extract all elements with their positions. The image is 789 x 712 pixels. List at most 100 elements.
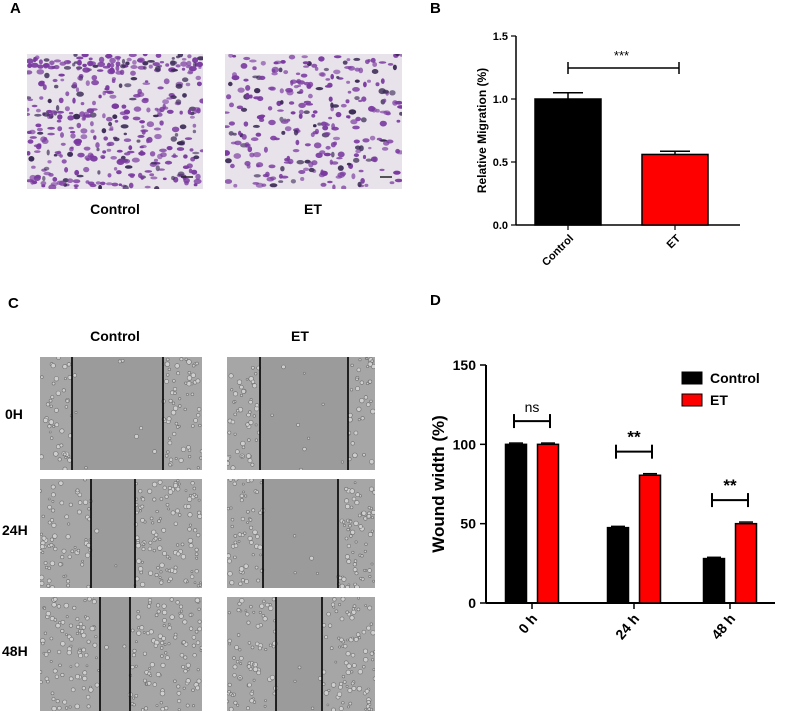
- cell: [370, 630, 375, 636]
- stained-cell: [150, 161, 157, 165]
- cell: [49, 636, 54, 641]
- row-label-48h: 48H: [2, 643, 28, 659]
- cell: [175, 486, 181, 492]
- stained-cell: [75, 141, 81, 146]
- stained-cell: [363, 81, 367, 88]
- cell: [46, 583, 51, 588]
- cell: [264, 699, 267, 702]
- cell: [164, 361, 171, 367]
- cell: [352, 562, 357, 567]
- cell: [352, 663, 357, 668]
- cell: [83, 479, 87, 482]
- image-label-control: Control: [90, 201, 140, 217]
- cell: [239, 384, 244, 390]
- cell: [83, 599, 87, 603]
- cell: [343, 660, 349, 666]
- cell: [167, 507, 170, 511]
- cell: [198, 583, 202, 587]
- cell: [229, 580, 235, 586]
- cell: [349, 388, 354, 392]
- stained-cell: [176, 147, 185, 151]
- transwell-stain-et: [225, 54, 402, 189]
- cell: [332, 597, 337, 602]
- stained-cell: [195, 75, 202, 81]
- stained-cell: [380, 78, 385, 84]
- stained-cell: [382, 98, 387, 103]
- stained-cell: [243, 56, 251, 61]
- stained-cell: [166, 146, 173, 151]
- stained-cell: [113, 167, 118, 171]
- stained-cell: [42, 112, 50, 117]
- stained-cell: [48, 173, 54, 177]
- cell: [95, 656, 98, 660]
- cell: [243, 563, 249, 569]
- cell: [357, 418, 361, 422]
- cell: [65, 615, 69, 619]
- cell: [49, 560, 56, 567]
- stained-cell: [253, 96, 261, 100]
- cell: [48, 398, 53, 403]
- cell: [344, 536, 349, 541]
- cell: [148, 570, 154, 576]
- cell: [66, 650, 72, 656]
- cell: [163, 643, 167, 646]
- stained-cell: [187, 109, 192, 115]
- stained-cell: [76, 56, 84, 60]
- cell: [164, 454, 169, 458]
- stained-cell: [378, 61, 387, 64]
- stained-cell: [234, 140, 242, 146]
- cell: [190, 570, 194, 573]
- stained-cell: [66, 178, 74, 183]
- cell: [346, 543, 351, 549]
- stained-cell: [263, 146, 268, 153]
- stained-cell: [378, 88, 386, 95]
- stained-cell: [73, 184, 79, 188]
- cell: [238, 581, 243, 586]
- cell: [64, 456, 68, 460]
- cell: [166, 450, 170, 454]
- cell: [162, 485, 167, 490]
- cell: [64, 514, 70, 520]
- stained-cell: [42, 84, 47, 91]
- cell: [167, 568, 172, 573]
- stained-cell: [270, 176, 277, 181]
- cell: [227, 553, 231, 559]
- stained-cell: [327, 82, 333, 88]
- stained-cell: [269, 183, 278, 188]
- cell: [371, 658, 375, 662]
- stained-cell: [355, 145, 361, 150]
- stained-cell: [280, 166, 285, 172]
- cell: [175, 600, 180, 605]
- cell: [338, 706, 344, 711]
- cell: [132, 648, 137, 653]
- stained-cell: [368, 146, 372, 150]
- stained-cell: [189, 115, 195, 119]
- stained-cell: [46, 149, 50, 156]
- stained-cell: [27, 139, 34, 144]
- cell: [51, 706, 57, 711]
- cell: [316, 572, 319, 575]
- cell: [134, 434, 139, 439]
- stained-cell: [109, 126, 114, 131]
- stained-cell: [27, 151, 31, 156]
- stained-cell: [147, 60, 155, 63]
- cell: [139, 581, 146, 588]
- stained-cell: [146, 107, 151, 113]
- cell: [235, 659, 240, 664]
- cell: [369, 622, 373, 626]
- cell: [242, 490, 245, 494]
- stained-cell: [353, 139, 360, 144]
- cell: [227, 699, 229, 704]
- cell: [228, 373, 234, 379]
- cell: [240, 393, 244, 397]
- cell: [176, 691, 182, 696]
- stained-cell: [109, 94, 117, 99]
- stained-cell: [130, 77, 138, 81]
- cell: [343, 644, 348, 649]
- cell: [139, 426, 144, 431]
- cell: [167, 489, 174, 495]
- cell: [72, 373, 77, 378]
- cell: [149, 662, 155, 668]
- stained-cell: [396, 119, 401, 123]
- stained-cell: [52, 177, 58, 182]
